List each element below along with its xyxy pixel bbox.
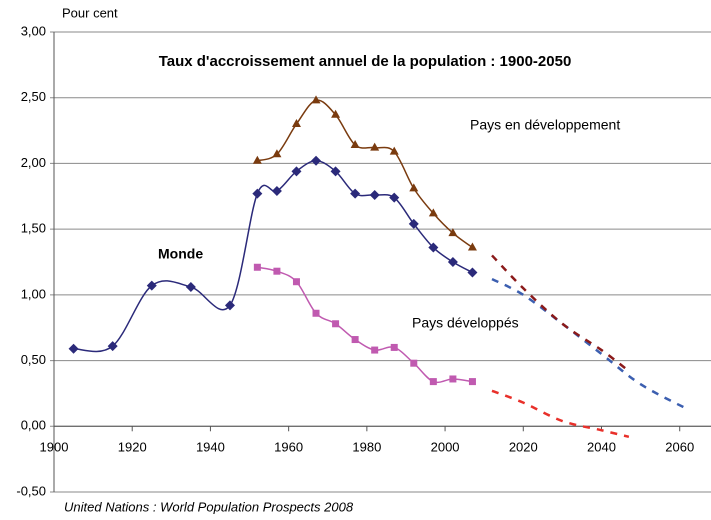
marker bbox=[332, 320, 340, 328]
y-tick-label: 0,50 bbox=[21, 352, 46, 367]
x-tick-label: 2020 bbox=[509, 440, 538, 455]
x-tick-label: 1920 bbox=[118, 440, 147, 455]
marker bbox=[428, 242, 439, 253]
marker bbox=[331, 109, 341, 118]
marker bbox=[370, 142, 380, 151]
marker bbox=[350, 188, 361, 199]
y-tick-label: -0,50 bbox=[16, 483, 46, 498]
marker bbox=[292, 278, 300, 286]
marker bbox=[447, 257, 458, 267]
marker bbox=[448, 228, 458, 237]
marker bbox=[410, 359, 418, 367]
marker bbox=[330, 166, 341, 177]
marker bbox=[428, 208, 438, 217]
x-tick-label: 1940 bbox=[196, 440, 225, 455]
marker bbox=[351, 336, 359, 344]
chart-title: Taux d'accroissement annuel de la popula… bbox=[159, 53, 572, 70]
marker bbox=[408, 218, 419, 229]
marker bbox=[449, 375, 457, 383]
source: United Nations : World Population Prospe… bbox=[64, 499, 354, 514]
marker bbox=[312, 309, 320, 317]
x-tick-label: 2040 bbox=[587, 440, 616, 455]
projection-line bbox=[491, 389, 630, 439]
x-tick-label: 2060 bbox=[665, 440, 694, 455]
series-label: Pays en développement bbox=[470, 117, 620, 133]
series-label: Monde bbox=[158, 246, 203, 262]
y-tick-label: 2,00 bbox=[21, 155, 46, 170]
marker bbox=[271, 186, 282, 197]
x-tick-label: 1960 bbox=[274, 440, 303, 455]
projection-line bbox=[491, 254, 630, 373]
marker bbox=[389, 192, 400, 203]
marker bbox=[185, 281, 196, 292]
y-axis-label: Pour cent bbox=[62, 5, 118, 20]
marker bbox=[409, 183, 419, 192]
x-tick-label: 2000 bbox=[431, 440, 460, 455]
series-line bbox=[257, 99, 473, 249]
marker bbox=[146, 280, 157, 291]
marker bbox=[68, 343, 79, 354]
projection-line bbox=[491, 277, 689, 411]
y-tick-label: 0,00 bbox=[21, 418, 46, 433]
marker bbox=[107, 341, 118, 352]
marker bbox=[390, 343, 398, 351]
marker bbox=[389, 146, 399, 155]
marker bbox=[369, 189, 380, 200]
series-label: Pays développés bbox=[412, 315, 519, 331]
y-tick-label: 2,50 bbox=[21, 89, 46, 104]
marker bbox=[253, 263, 261, 271]
marker bbox=[350, 140, 360, 149]
marker bbox=[224, 300, 235, 311]
x-tick-label: 1900 bbox=[40, 440, 69, 455]
marker bbox=[272, 149, 282, 158]
marker bbox=[252, 155, 262, 164]
marker bbox=[311, 95, 321, 104]
marker bbox=[273, 267, 281, 275]
marker bbox=[467, 242, 477, 251]
y-tick-label: 3,00 bbox=[21, 23, 46, 38]
marker bbox=[252, 188, 263, 199]
marker bbox=[467, 267, 478, 278]
x-tick-label: 1980 bbox=[352, 440, 381, 455]
marker bbox=[291, 119, 301, 127]
marker bbox=[371, 346, 379, 354]
marker bbox=[311, 155, 322, 166]
marker bbox=[291, 166, 302, 177]
marker bbox=[468, 378, 476, 386]
y-tick-label: 1,00 bbox=[21, 286, 46, 301]
marker bbox=[429, 378, 437, 386]
y-tick-label: 1,50 bbox=[21, 221, 46, 236]
